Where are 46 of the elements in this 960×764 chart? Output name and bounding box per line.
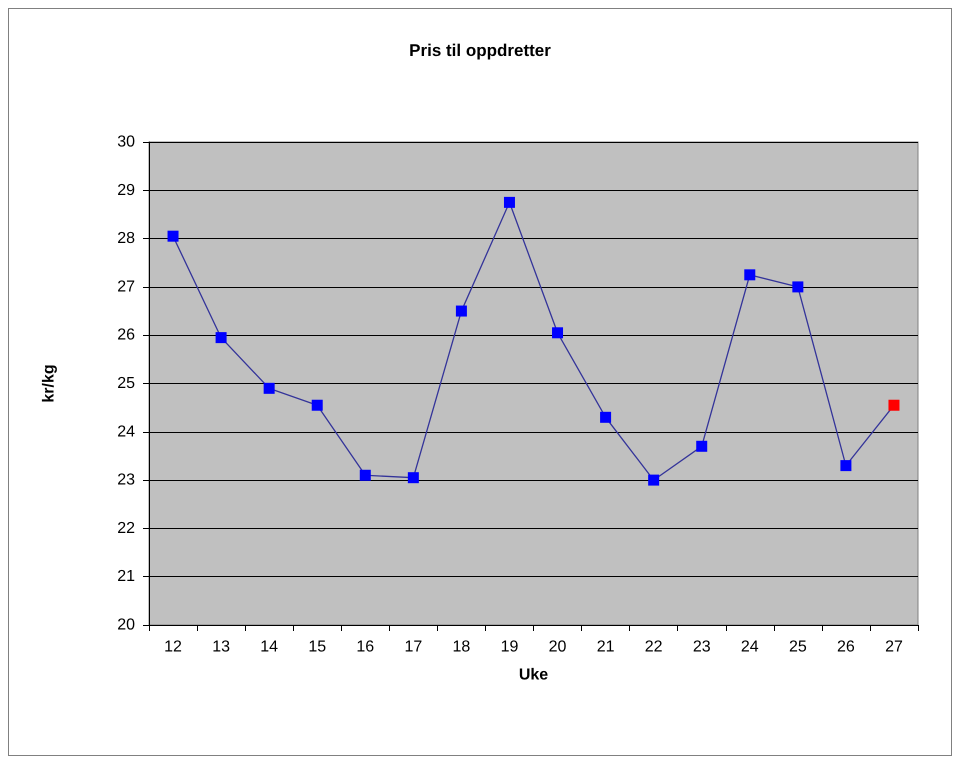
point bbox=[840, 460, 852, 472]
x-tick-label: 15 bbox=[308, 638, 326, 656]
point bbox=[888, 400, 900, 411]
x-tick-label: 12 bbox=[164, 638, 182, 656]
point bbox=[648, 474, 660, 486]
y-tick-label: 20 bbox=[117, 616, 136, 634]
y-tick-label: 30 bbox=[117, 134, 136, 150]
y-tick-label: 21 bbox=[117, 568, 136, 586]
point bbox=[216, 332, 227, 344]
point bbox=[360, 470, 371, 481]
y-tick-label: 23 bbox=[117, 472, 136, 489]
point bbox=[264, 382, 275, 394]
x-tick-label: 20 bbox=[548, 638, 567, 656]
y-tick-label: 25 bbox=[117, 375, 136, 392]
point bbox=[744, 269, 756, 280]
point bbox=[696, 440, 708, 452]
point bbox=[552, 327, 564, 338]
x-tick-label: 19 bbox=[500, 638, 518, 656]
point bbox=[792, 281, 804, 292]
y-tick-label: 22 bbox=[117, 520, 136, 537]
y-tick-label: 29 bbox=[117, 182, 136, 199]
x-tick-label: 25 bbox=[788, 638, 807, 656]
x-tick-label: 13 bbox=[212, 638, 230, 656]
x-tick-label: 22 bbox=[644, 638, 663, 656]
point bbox=[312, 400, 323, 411]
x-tick-label: 17 bbox=[404, 638, 422, 656]
point bbox=[456, 306, 467, 317]
chart-title: Pris til oppdretter bbox=[409, 41, 552, 60]
y-tick-label: 27 bbox=[117, 278, 136, 296]
y-tick-label: 24 bbox=[117, 423, 136, 440]
x-tick-label: 14 bbox=[260, 638, 278, 656]
point bbox=[408, 472, 419, 484]
y-axis-title: kr/kg bbox=[40, 364, 58, 403]
point bbox=[168, 230, 179, 242]
y-tick-label: 26 bbox=[117, 326, 136, 344]
x-tick-label: 24 bbox=[740, 638, 759, 656]
point bbox=[504, 196, 515, 208]
point bbox=[600, 412, 612, 423]
x-tick-label: 26 bbox=[837, 638, 855, 656]
x-axis-title: Uke bbox=[518, 666, 548, 684]
x-tick-label: 21 bbox=[596, 638, 615, 656]
y-tick-label: 28 bbox=[117, 230, 136, 248]
x-tick-label: 18 bbox=[452, 638, 470, 656]
x-tick-label: 27 bbox=[885, 638, 903, 656]
x-tick-label: 23 bbox=[692, 638, 711, 656]
x-tick-label: 16 bbox=[356, 638, 374, 656]
